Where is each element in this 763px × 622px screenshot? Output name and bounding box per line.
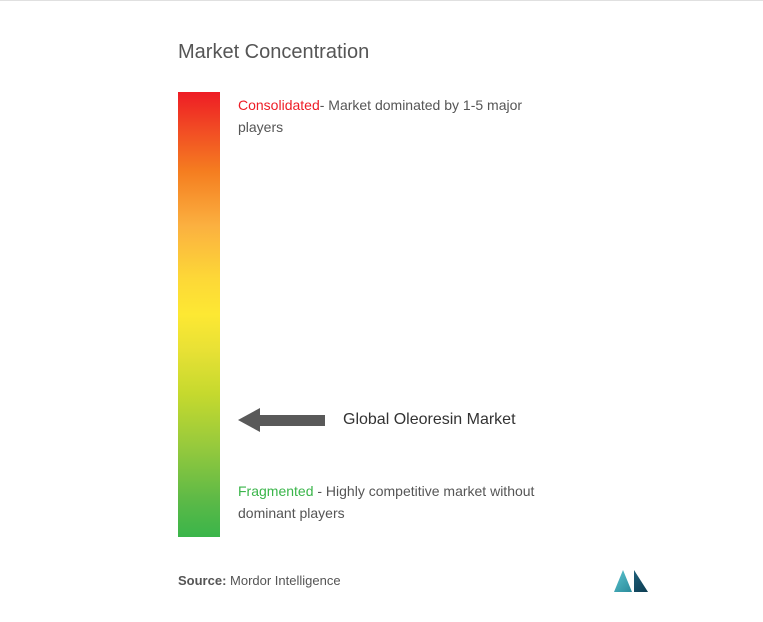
infographic-container: Market Concentration Consolidated- Marke… bbox=[0, 1, 763, 622]
arrow-shaft bbox=[260, 415, 325, 426]
source-value: Mordor Intelligence bbox=[226, 573, 340, 588]
fragmented-description: Fragmented - Highly competitive market w… bbox=[238, 480, 578, 525]
consolidated-description: Consolidated- Market dominated by 1-5 ma… bbox=[238, 94, 558, 139]
text-content: Consolidated- Market dominated by 1-5 ma… bbox=[238, 92, 763, 537]
arrow-head bbox=[238, 408, 260, 432]
mordor-logo-icon bbox=[614, 570, 648, 592]
concentration-gradient-bar bbox=[178, 92, 220, 537]
market-name-label: Global Oleoresin Market bbox=[343, 411, 516, 429]
source-attribution: Source: Mordor Intelligence bbox=[178, 573, 341, 588]
consolidated-label: Consolidated bbox=[238, 97, 320, 113]
chart-title: Market Concentration bbox=[178, 41, 763, 64]
logo-shape-2 bbox=[634, 570, 648, 592]
content-area: Consolidated- Market dominated by 1-5 ma… bbox=[178, 92, 763, 537]
fragmented-label: Fragmented bbox=[238, 483, 313, 499]
source-label: Source: bbox=[178, 573, 226, 588]
logo-shape-1 bbox=[614, 570, 632, 592]
market-position-marker: Global Oleoresin Market bbox=[238, 408, 516, 432]
arrow-icon bbox=[238, 408, 325, 432]
